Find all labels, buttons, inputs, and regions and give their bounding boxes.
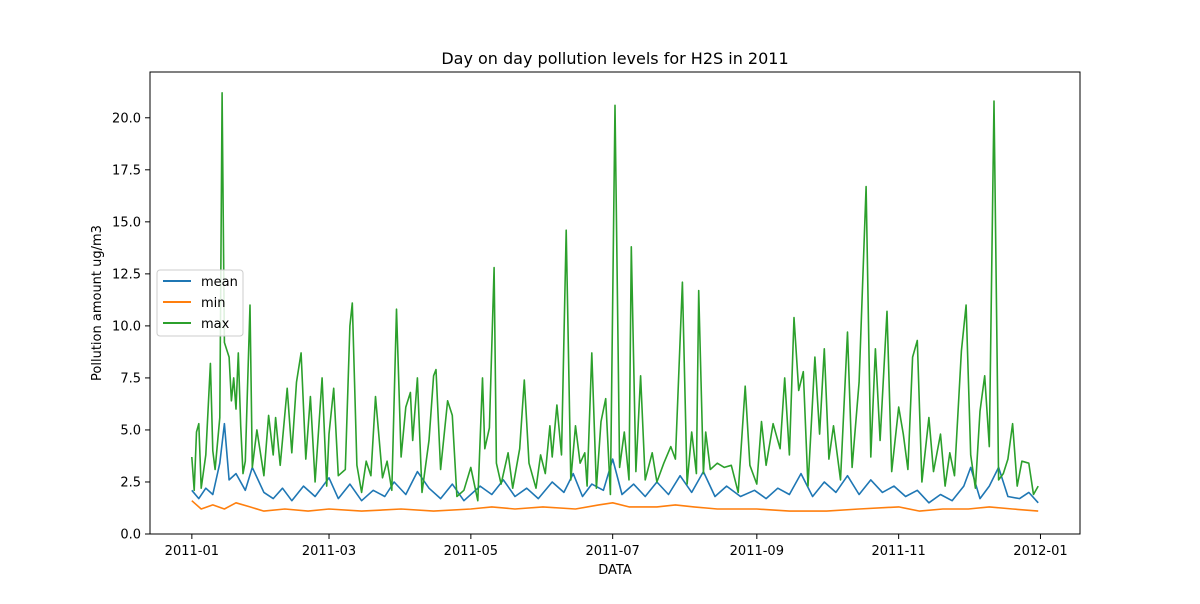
y-tick-label: 5.0	[120, 423, 141, 438]
x-tick-label: 2011-05	[444, 544, 498, 559]
legend-label-max: max	[201, 317, 230, 332]
y-tick-label: 0.0	[120, 528, 141, 543]
x-tick-label: 2011-01	[165, 544, 219, 559]
y-tick-label: 10.0	[112, 319, 141, 334]
legend-label-mean: mean	[201, 275, 238, 290]
chart-title: Day on day pollution levels for H2S in 2…	[441, 49, 788, 68]
legend-label-min: min	[201, 296, 226, 311]
y-tick-label: 17.5	[112, 163, 141, 178]
y-axis-label: Pollution amount ug/m3	[90, 225, 105, 381]
y-axis: 0.0 2.5 5.0 7.5 10.0 12.5 15.0 17.5 20.0	[112, 111, 150, 543]
y-tick-label: 15.0	[112, 215, 141, 230]
legend-box	[156, 269, 244, 337]
series-line-mean	[191, 422, 1039, 504]
x-tick-label: 2011-11	[871, 544, 925, 559]
series-line-min	[191, 500, 1039, 512]
x-tick-label: 2011-09	[730, 544, 784, 559]
x-tick-label: 2011-07	[586, 544, 640, 559]
x-tick-label: 2011-03	[302, 544, 356, 559]
plot-frame	[149, 71, 1081, 535]
series-line-max	[191, 92, 1039, 502]
y-tick-label: 20.0	[112, 111, 141, 126]
y-tick-label: 7.5	[120, 371, 141, 386]
legend: mean min max	[156, 269, 244, 337]
y-tick-label: 2.5	[120, 475, 141, 490]
x-axis: 2011-01 2011-03 2011-05 2011-07 2011-09 2011-…	[165, 534, 1068, 559]
x-axis-label: DATA	[598, 563, 632, 578]
y-tick-label: 12.5	[112, 267, 141, 282]
series-layer	[191, 92, 1039, 512]
x-tick-label: 2012-01	[1013, 544, 1067, 559]
